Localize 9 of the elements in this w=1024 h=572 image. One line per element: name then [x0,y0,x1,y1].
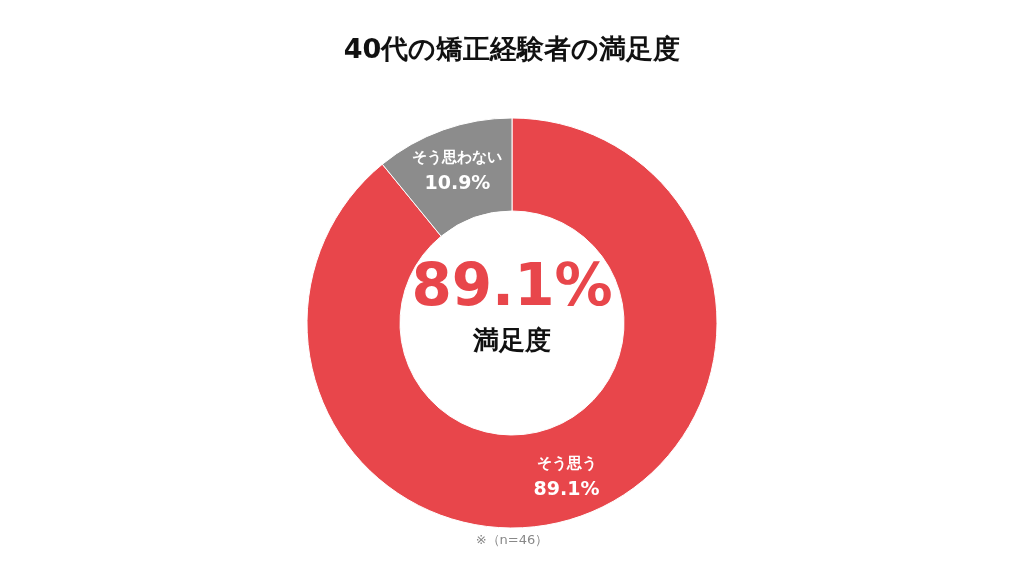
slice-label: そう思わない [412,147,503,166]
text: 満足度 [472,325,551,355]
data-label: 10.9% [424,170,491,193]
text: ※（n=46） [475,532,549,547]
data-label: 89.1% [533,477,600,500]
slice-label: そう思う [536,454,597,473]
text: 89.1% [411,251,613,319]
chart-title: 40代の矯正経験者の満足度 [343,33,681,64]
donut-slice [306,117,718,529]
